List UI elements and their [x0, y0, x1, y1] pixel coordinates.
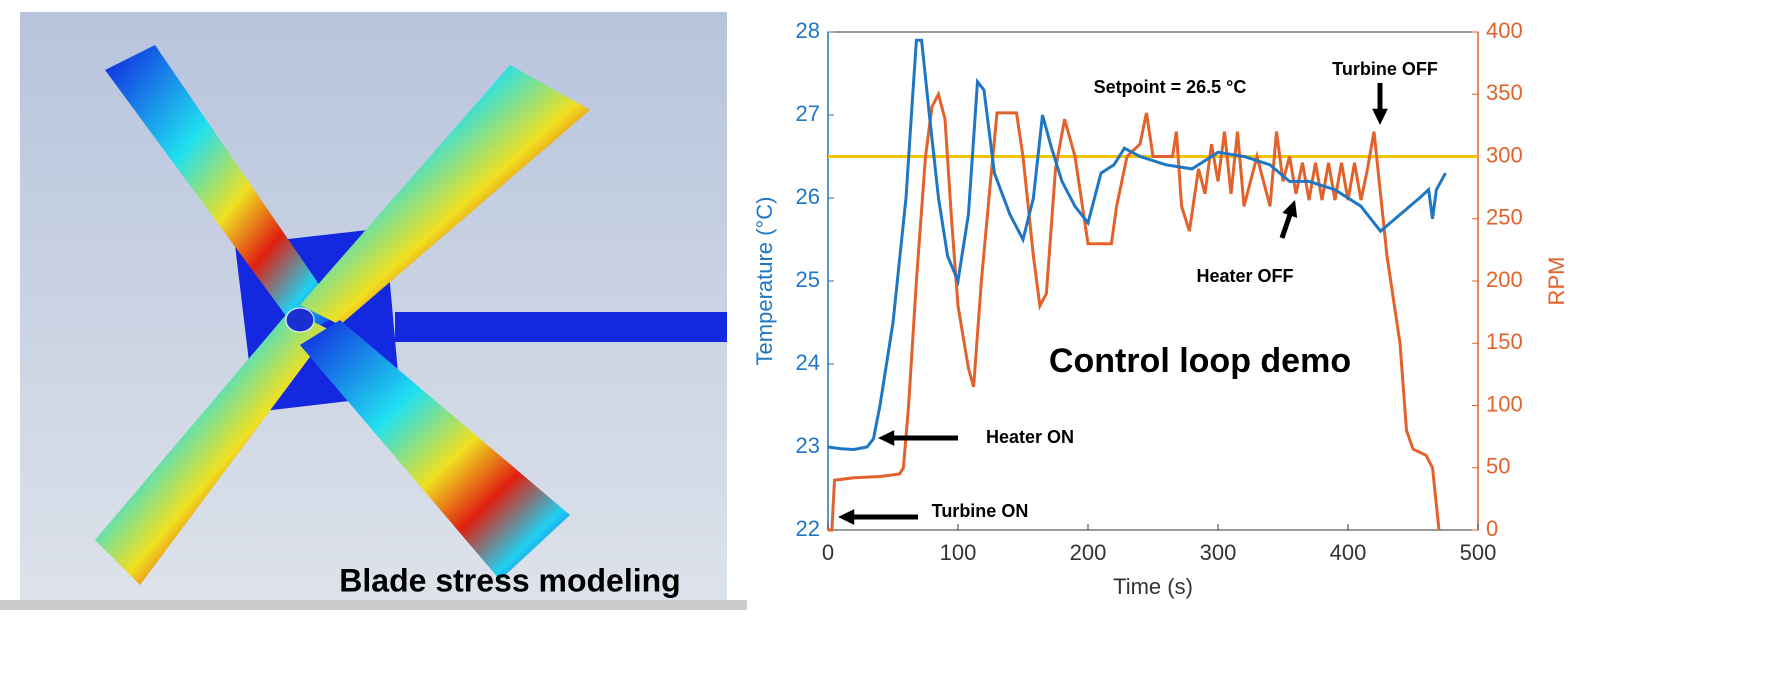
y2-tick-label: 150	[1486, 329, 1523, 354]
x-tick-label: 100	[940, 540, 977, 565]
y2-tick-label: 200	[1486, 267, 1523, 292]
y-tick-label: 26	[796, 184, 820, 209]
y-tick-label: 23	[796, 433, 820, 458]
y-tick-label: 28	[796, 18, 820, 43]
y-tick-label: 27	[796, 101, 820, 126]
y2-tick-label: 100	[1486, 391, 1523, 416]
y2-tick-label: 50	[1486, 454, 1510, 479]
x-tick-label: 400	[1330, 540, 1367, 565]
annotation: Turbine OFF	[1332, 59, 1438, 79]
y-tick-label: 22	[796, 516, 820, 541]
x-tick-label: 500	[1460, 540, 1497, 565]
annotation: Heater OFF	[1196, 266, 1293, 286]
x-tick-label: 0	[822, 540, 834, 565]
x-tick-label: 300	[1200, 540, 1237, 565]
annotation: Control loop demo	[1049, 342, 1351, 380]
x-tick-label: 200	[1070, 540, 1107, 565]
annotation: Setpoint = 26.5 °C	[1094, 77, 1247, 97]
x-axis-label: Time (s)	[1113, 574, 1193, 599]
y2-tick-label: 300	[1486, 142, 1523, 167]
y-tick-label: 24	[796, 350, 820, 375]
y2-tick-label: 350	[1486, 80, 1523, 105]
y2-axis-label: RPM	[1544, 257, 1569, 306]
y2-tick-label: 250	[1486, 205, 1523, 230]
stress-image: Blade stress modeling	[0, 12, 747, 610]
figure: Blade stress modeling 010020030040050022…	[0, 0, 1769, 682]
image-caption: Blade stress modeling	[339, 562, 680, 598]
y-axis-label: Temperature (°C)	[752, 197, 777, 366]
y2-tick-label: 0	[1486, 516, 1498, 541]
y2-tick-label: 400	[1486, 18, 1523, 43]
y-tick-label: 25	[796, 267, 820, 292]
annotation: Heater ON	[986, 427, 1074, 447]
annotation: Turbine ON	[932, 501, 1029, 521]
